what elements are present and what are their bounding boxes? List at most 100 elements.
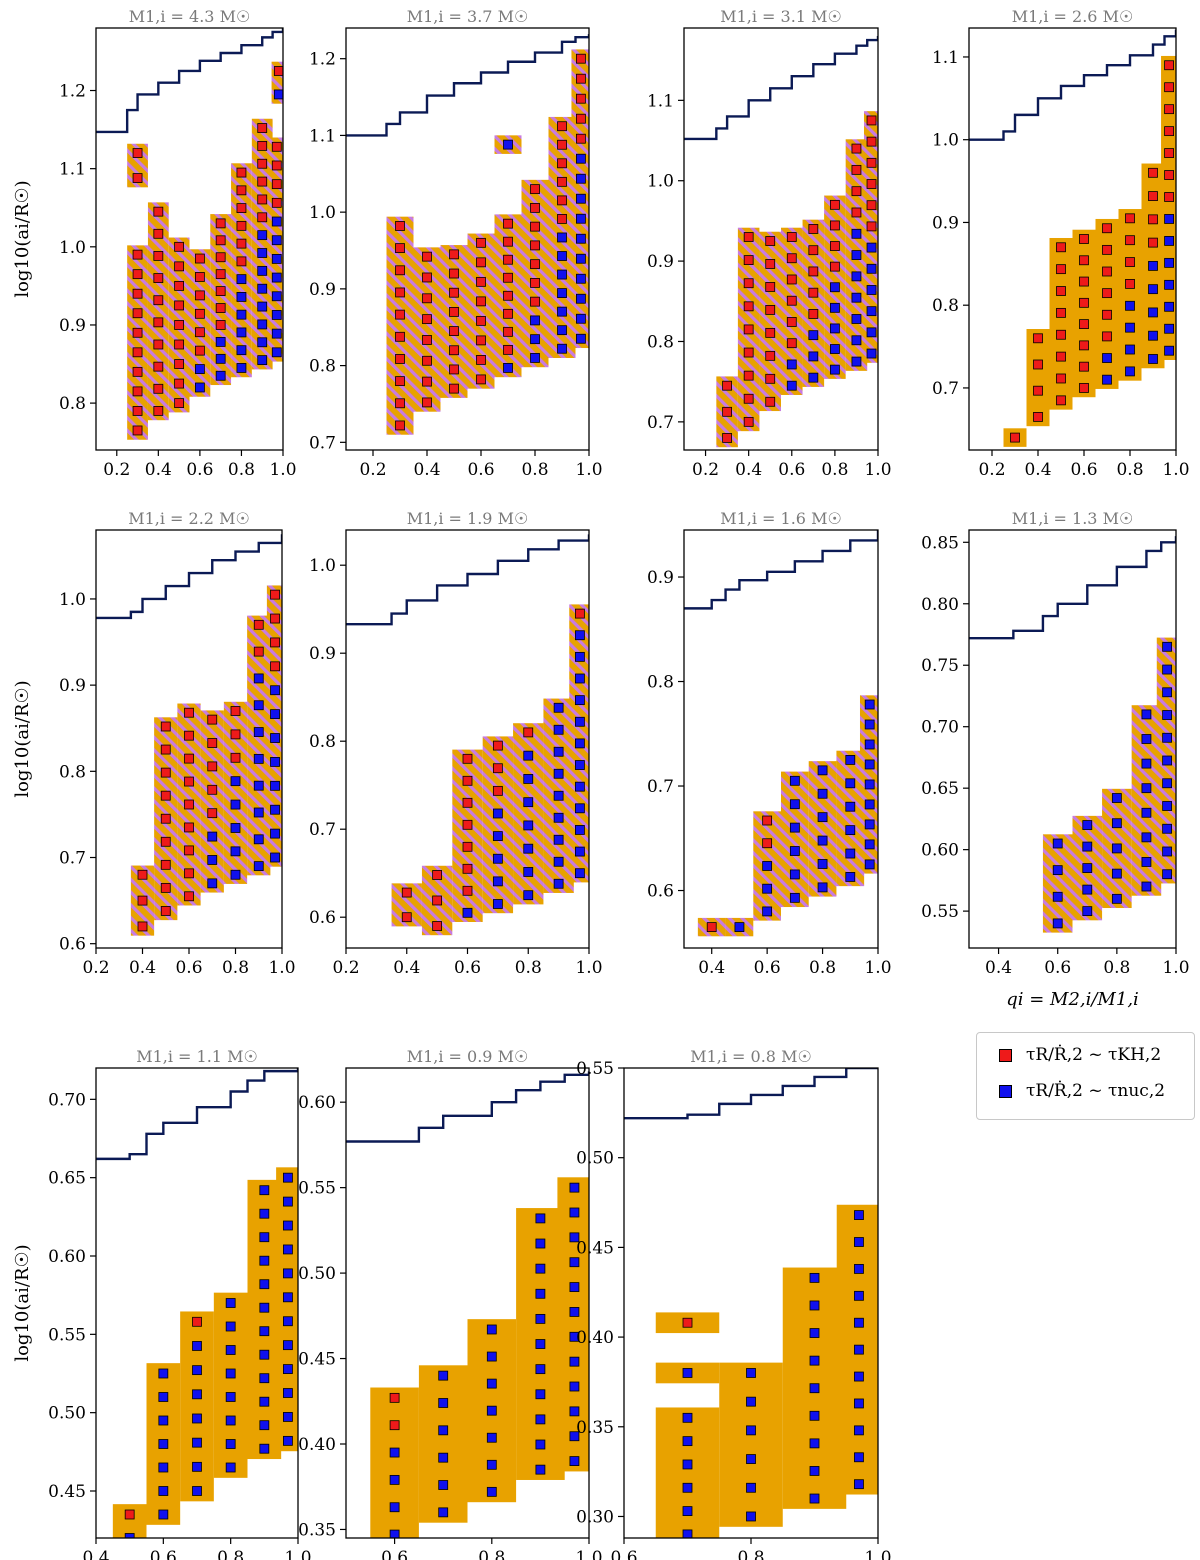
kh-marker — [706, 922, 717, 932]
region-1 — [127, 245, 148, 440]
contour-line — [96, 1068, 298, 1161]
kh-marker — [1056, 351, 1066, 362]
nuc-marker — [808, 372, 819, 383]
nuc-marker — [282, 1244, 293, 1255]
kh-marker — [153, 228, 164, 239]
nuc-marker — [158, 1439, 169, 1449]
kh-marker — [422, 272, 432, 283]
kh-marker — [395, 420, 405, 431]
nuc-marker — [789, 846, 800, 856]
kh-marker — [395, 398, 405, 409]
nuc-marker — [523, 774, 534, 784]
y-tick-label: 0.60 — [48, 1247, 86, 1267]
nuc-marker — [789, 799, 800, 810]
kh-marker — [866, 200, 877, 211]
plot-area — [96, 1068, 298, 1538]
kh-marker — [1102, 288, 1112, 299]
kh-marker — [174, 359, 185, 369]
nuc-marker — [1082, 863, 1093, 873]
kh-marker — [194, 253, 205, 264]
nuc-marker — [389, 1529, 400, 1538]
nuc-marker — [1125, 366, 1135, 377]
kh-marker — [184, 776, 194, 787]
kh-marker — [153, 361, 164, 372]
nuc-marker — [553, 856, 564, 867]
nuc-marker — [682, 1506, 693, 1516]
kh-marker — [215, 252, 226, 263]
nuc-marker — [124, 1533, 135, 1538]
kh-marker — [476, 237, 486, 248]
plot-area — [346, 34, 589, 435]
kh-marker — [132, 386, 143, 397]
kh-marker — [722, 406, 733, 417]
nuc-marker — [864, 779, 875, 790]
x-tick-label: 0.6 — [150, 1548, 177, 1560]
nuc-marker — [569, 1381, 580, 1392]
kh-marker — [866, 157, 877, 168]
x-tick-label: 0.6 — [778, 460, 805, 480]
nuc-marker — [553, 834, 564, 845]
kh-marker — [503, 290, 513, 301]
kh-marker — [851, 143, 862, 154]
x-tick-label: 1.0 — [864, 1548, 891, 1560]
x-tick-label: 1.0 — [1162, 460, 1189, 480]
kh-marker — [257, 176, 268, 187]
y-tick-label: 0.45 — [576, 1238, 614, 1258]
kh-marker — [174, 339, 185, 350]
nuc-marker — [535, 1213, 546, 1224]
nuc-marker — [1164, 301, 1174, 312]
kh-marker — [530, 278, 540, 288]
legend-kh-swatch — [999, 1048, 1012, 1062]
kh-marker — [765, 236, 776, 246]
kh-marker — [576, 93, 586, 104]
nuc-marker — [574, 630, 585, 641]
y-tick-label: 0.35 — [576, 1418, 614, 1438]
x-tick-label: 0.8 — [478, 1548, 505, 1560]
contour-line — [346, 34, 589, 137]
contour-line — [346, 534, 589, 626]
nuc-marker — [492, 899, 503, 909]
nuc-marker — [259, 1302, 270, 1313]
panel-10: 0.6 0.8 1.0 0.35 0.40 0.45 0.50 0.55 0.60 M1,i = … — [298, 1047, 602, 1560]
kh-marker — [1164, 60, 1174, 71]
nuc-marker — [1141, 881, 1152, 892]
nuc-marker — [553, 878, 564, 889]
y-tick-label: 0.9 — [932, 213, 959, 233]
panel-6: 0.2 0.4 0.6 0.8 1.0 0.6 0.7 0.8 0.9 1.0 M1,i = 1.9… — [309, 509, 603, 978]
kh-marker — [270, 637, 280, 648]
nuc-marker — [259, 1185, 270, 1196]
kh-marker — [576, 73, 586, 84]
nuc-marker — [574, 846, 585, 857]
kh-marker — [422, 376, 432, 387]
nuc-marker — [569, 1307, 580, 1317]
x-tick-label: 0.6 — [610, 1548, 637, 1560]
nuc-marker — [492, 808, 503, 819]
kh-marker — [1164, 126, 1174, 137]
kh-marker — [174, 300, 185, 311]
panel-title: M1,i = 0.8 M☉ — [690, 1047, 812, 1066]
y-tick-label: 1.2 — [59, 82, 86, 102]
nuc-marker — [1052, 838, 1063, 849]
plot-area — [624, 1068, 878, 1538]
kh-marker — [395, 309, 405, 320]
nuc-marker — [225, 1368, 236, 1379]
nuc-marker — [486, 1486, 497, 1497]
nuc-marker — [462, 907, 473, 918]
y-tick-label: 0.8 — [59, 762, 86, 782]
nuc-marker — [1111, 793, 1122, 803]
region-5 — [1095, 218, 1119, 389]
kh-marker — [576, 53, 586, 64]
nuc-marker — [864, 699, 875, 710]
nuc-marker — [270, 780, 280, 791]
nuc-marker — [530, 315, 540, 326]
region-9 — [269, 137, 283, 362]
nuc-marker — [576, 273, 586, 284]
y-tick-label: 0.70 — [48, 1090, 86, 1110]
nuc-marker — [253, 861, 264, 872]
kh-marker — [530, 202, 540, 213]
nuc-marker — [817, 835, 828, 846]
x-tick-label: 0.4 — [145, 460, 172, 480]
nuc-marker — [257, 319, 268, 330]
kh-marker — [762, 815, 773, 826]
nuc-marker — [1141, 783, 1152, 794]
